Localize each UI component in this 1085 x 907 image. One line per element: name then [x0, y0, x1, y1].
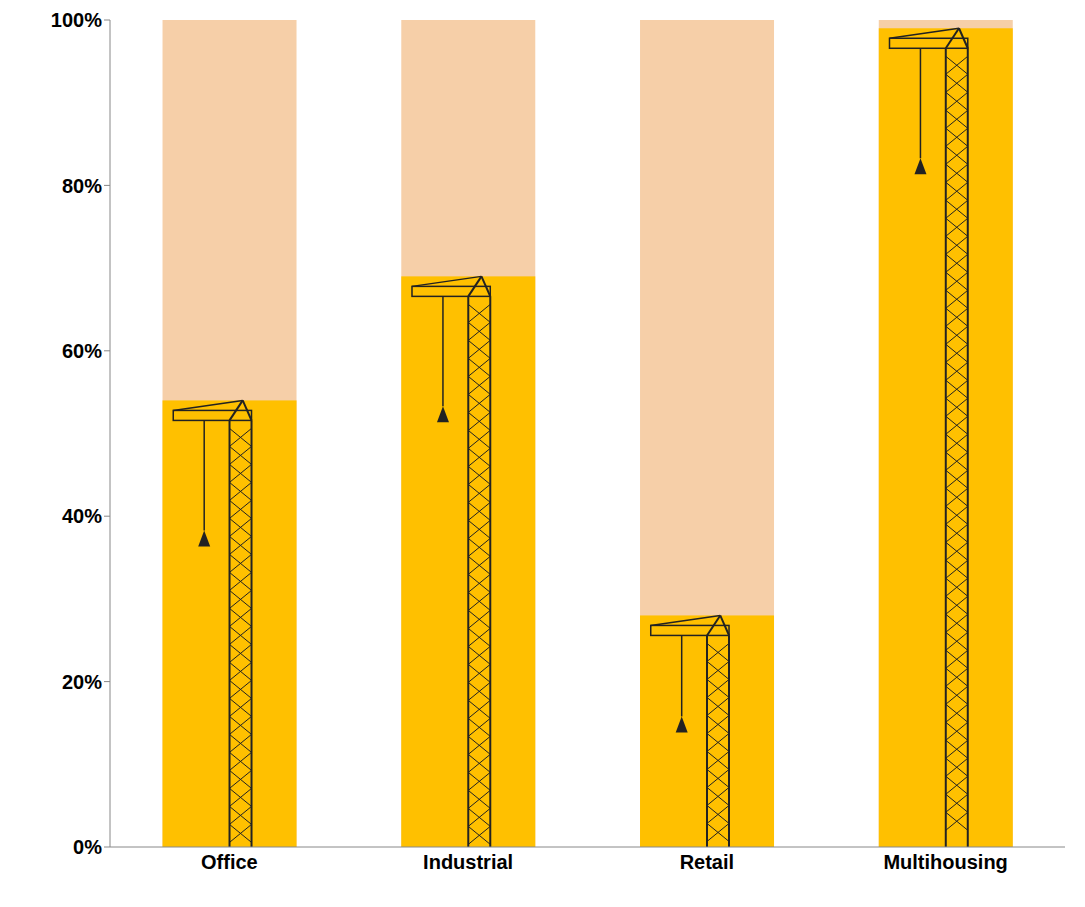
svg-text:40%: 40% — [62, 505, 102, 527]
svg-text:80%: 80% — [62, 175, 102, 197]
svg-text:0%: 0% — [73, 836, 102, 858]
svg-text:Retail: Retail — [680, 851, 734, 873]
svg-text:Office: Office — [201, 851, 258, 873]
svg-text:Multihousing: Multihousing — [883, 851, 1007, 873]
svg-text:Industrial: Industrial — [423, 851, 513, 873]
svg-text:60%: 60% — [62, 340, 102, 362]
svg-text:100%: 100% — [51, 9, 102, 31]
svg-text:20%: 20% — [62, 671, 102, 693]
